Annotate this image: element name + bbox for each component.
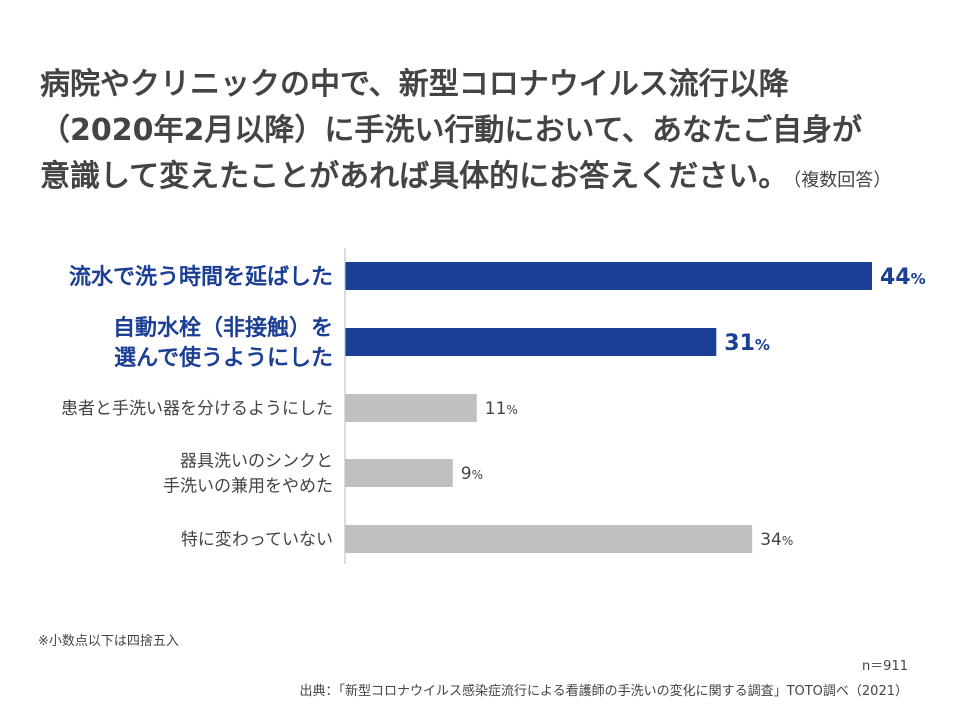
- value-label-2: 31%: [724, 331, 770, 356]
- category-label-1: 流水で洗う時間を延ばした: [69, 264, 333, 290]
- bar-5: [345, 525, 753, 553]
- rounding-footnote: ※小数点以下は四捨五入: [38, 634, 179, 649]
- category-label-5: 特に変わっていない: [181, 530, 333, 550]
- title-line-1: 病院やクリニックの中で、新型コロナウイルス流行以降: [40, 67, 789, 102]
- title-line-2: （2020年2月以降）に手洗い行動において、あなたご自身が: [40, 113, 862, 148]
- chart-title: 病院やクリニックの中で、新型コロナウイルス流行以降 （2020年2月以降）に手洗…: [40, 62, 940, 204]
- value-label-1: 44%: [880, 265, 926, 290]
- source-citation: 出典：「新型コロナウイルス感染症流行による看護師の手洗いの変化に関する調査」TO…: [299, 684, 908, 699]
- category-label-4: 器具洗いのシンクと手洗いの兼用をやめた: [163, 452, 333, 497]
- value-label-3: 11%: [485, 399, 518, 419]
- multiple-answer-note: （複数回答）: [792, 170, 892, 191]
- value-label-4: 9%: [461, 464, 483, 484]
- bar-2: [345, 328, 717, 356]
- bar-1: [345, 262, 872, 290]
- bar-4: [345, 459, 453, 487]
- value-label-5: 34%: [760, 530, 793, 550]
- sample-size: n＝911: [861, 659, 908, 674]
- bar-3: [345, 394, 477, 422]
- category-label-2: 自動水栓（非接触）を選んで使うようにした: [113, 315, 333, 371]
- category-label-3: 患者と手洗い器を分けるようにした: [61, 399, 333, 419]
- title-line-3-text: 意識して変えたことがあれば具体的にお答えください。: [40, 159, 789, 194]
- title-line-3: 意識して変えたことがあれば具体的にお答えください。 （複数回答）: [40, 154, 940, 204]
